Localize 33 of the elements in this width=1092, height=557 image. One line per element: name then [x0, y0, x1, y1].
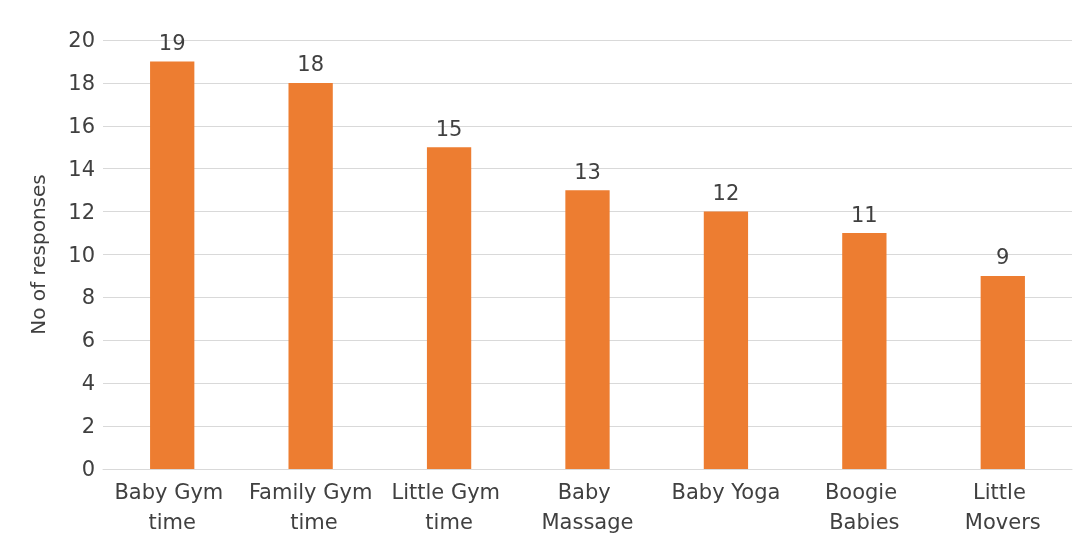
bar: [980, 275, 1025, 469]
x-tick-label: Little Movers: [964, 480, 1041, 534]
bar: [150, 61, 195, 469]
data-label: 13: [574, 159, 601, 184]
data-label: 9: [996, 245, 1010, 270]
bar: [288, 82, 333, 469]
data-label: 19: [158, 30, 186, 55]
y-tick-label: 0: [81, 457, 95, 481]
y-tick-label: 16: [68, 113, 95, 138]
data-label: 15: [435, 116, 463, 141]
x-tick-label: Family Gym time: [248, 480, 373, 534]
y-tick-label: 20: [68, 28, 95, 52]
bar: [703, 211, 749, 469]
data-label: 18: [297, 52, 325, 77]
x-tick-label: Boogie Babies: [824, 480, 904, 534]
y-tick-label: 14: [68, 156, 95, 181]
data-label: 12: [712, 181, 740, 206]
y-tick-label: 10: [68, 242, 95, 267]
y-axis-title: No of responses: [26, 174, 50, 335]
x-tick-label: Little Gym time: [391, 480, 507, 534]
data-label: 11: [850, 202, 878, 227]
y-tick-label: 2: [81, 414, 95, 439]
bar: [842, 233, 887, 469]
y-tick-label: 8: [81, 285, 95, 310]
y-tick-label: 4: [81, 371, 95, 396]
x-tick-label: Baby Gym time: [114, 480, 230, 534]
x-tick-label: Baby Yoga: [671, 480, 781, 504]
y-tick-label: 12: [68, 199, 95, 224]
y-tick-label: 18: [68, 70, 95, 95]
bar: [426, 147, 472, 469]
y-tick-label: 6: [81, 328, 95, 353]
x-tick-label: Baby Massage: [541, 480, 634, 534]
bar: [565, 190, 610, 469]
